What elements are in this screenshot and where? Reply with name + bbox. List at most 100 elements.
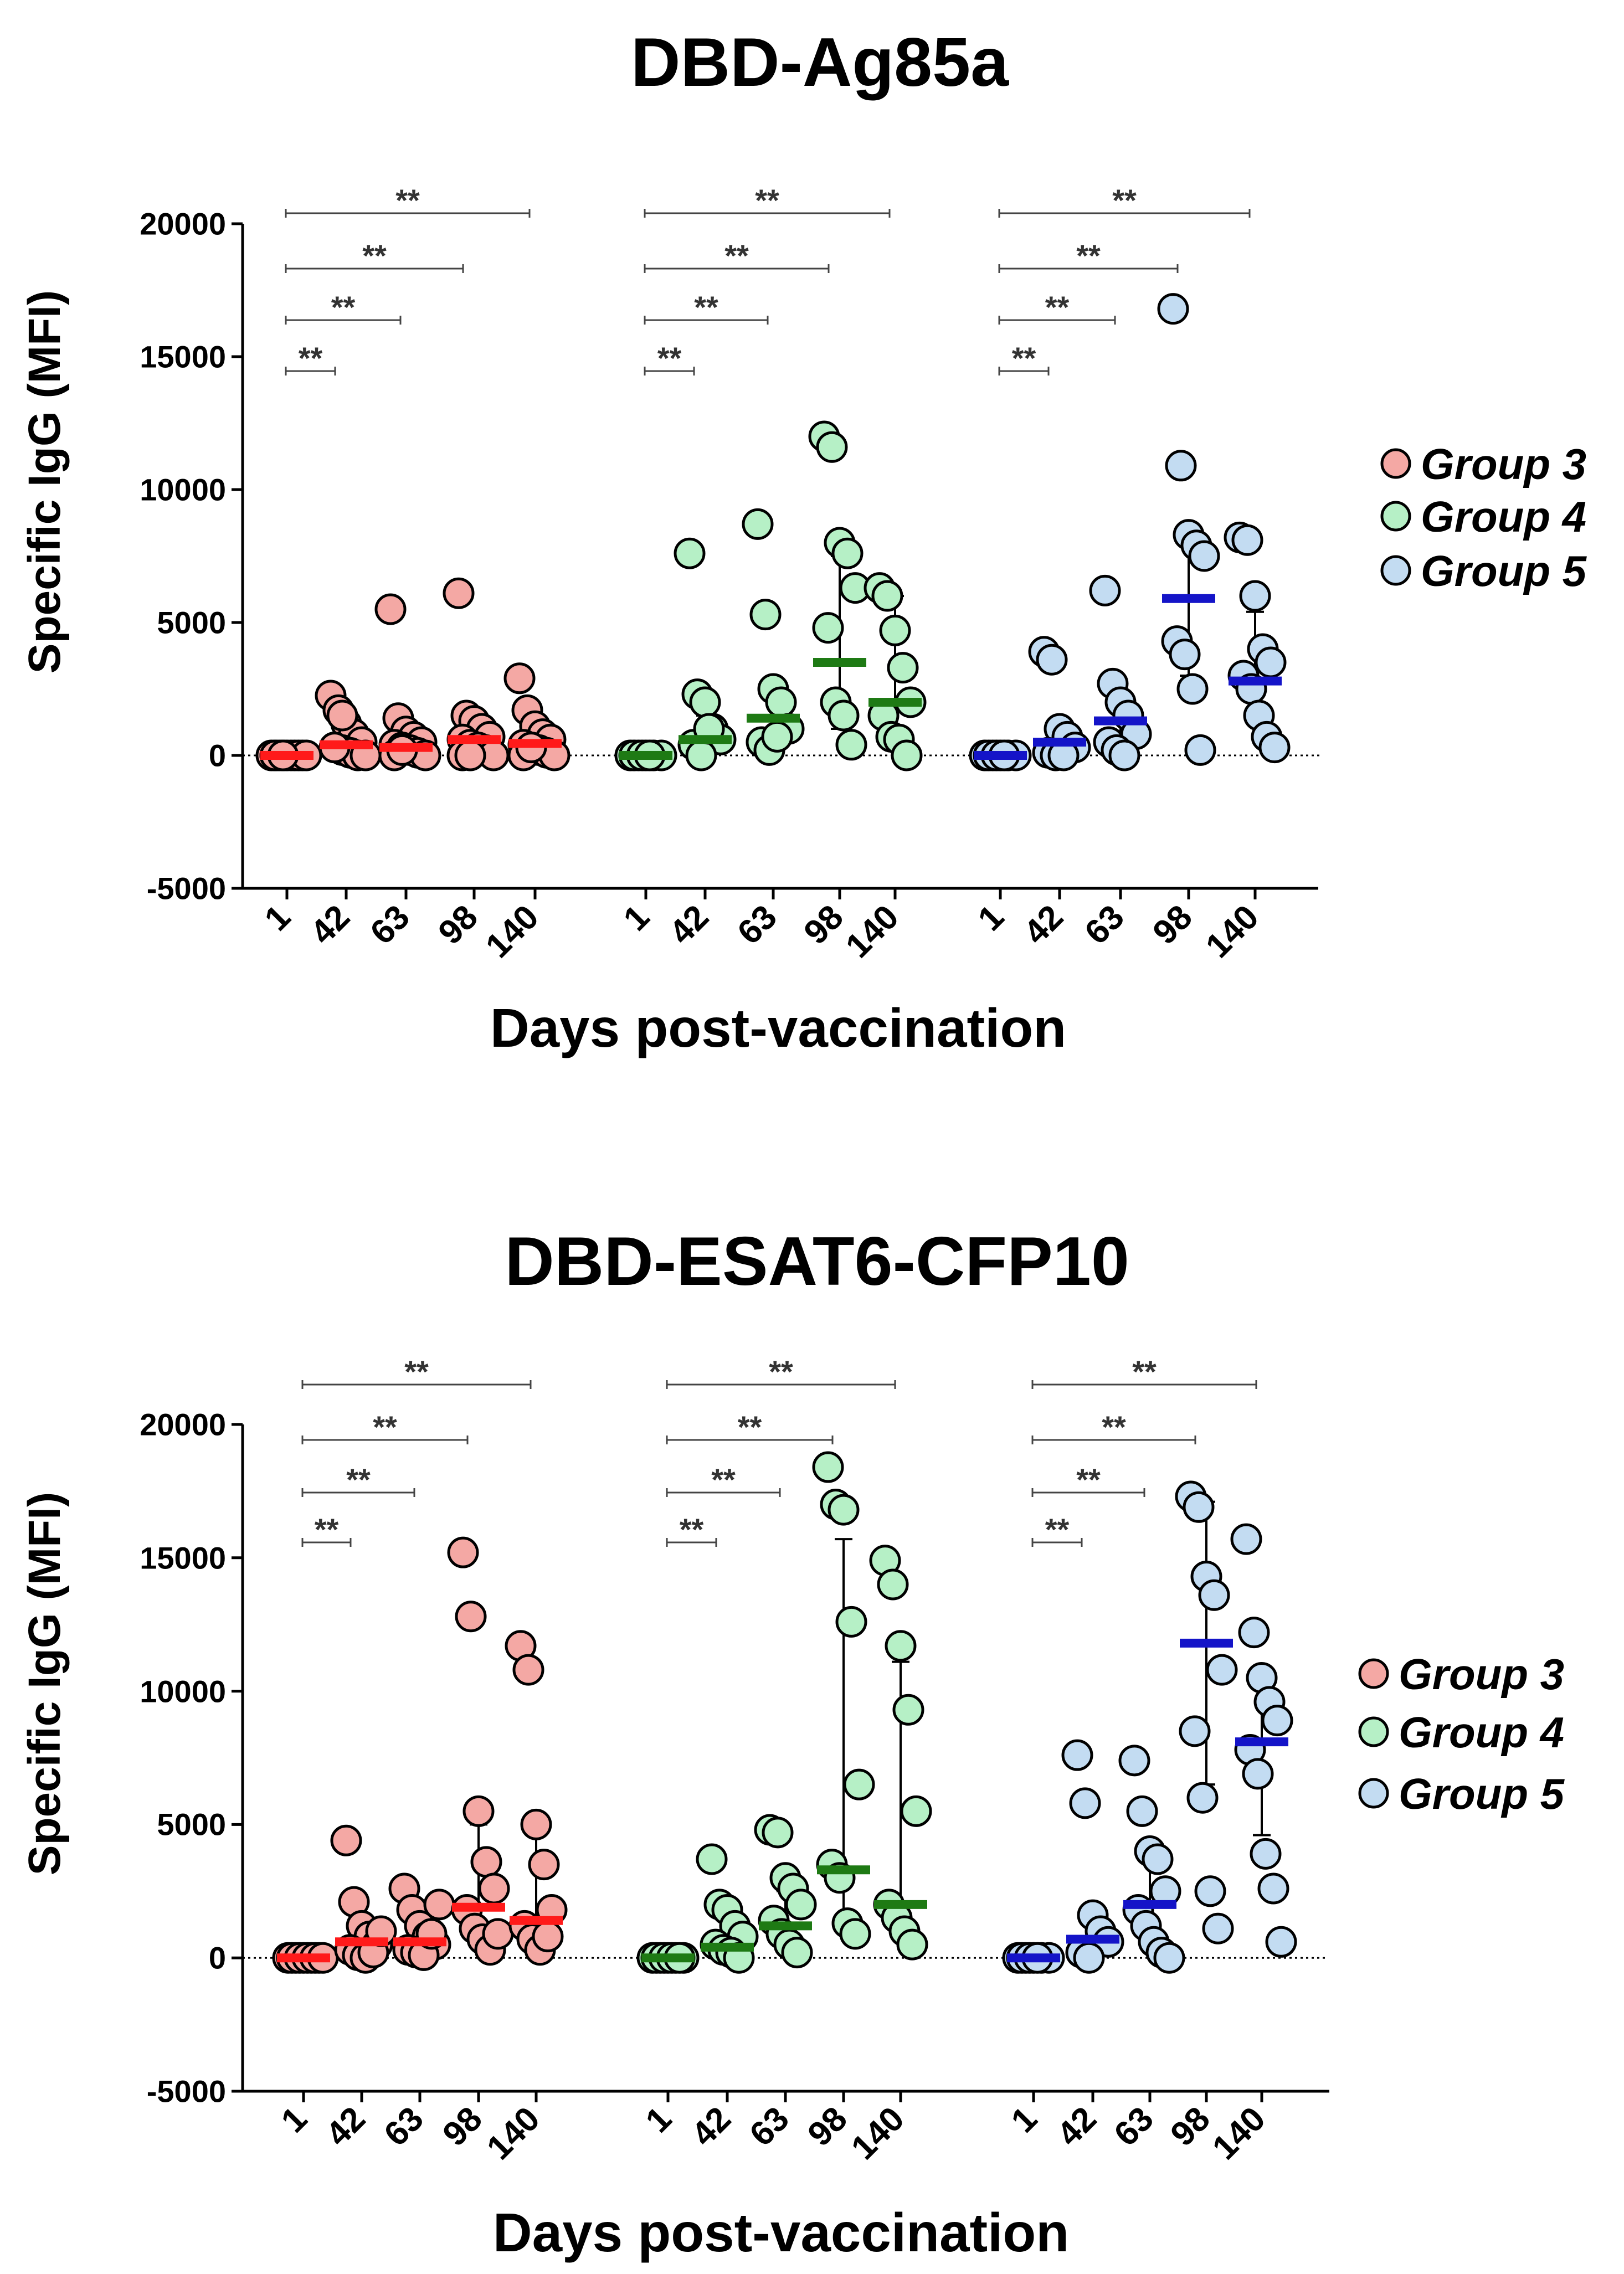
x-tick-label: 63 xyxy=(1077,898,1132,952)
data-point xyxy=(1036,644,1068,676)
data-point xyxy=(1108,739,1140,771)
x-tick-label: 1 xyxy=(616,898,657,938)
significance-label: ** xyxy=(657,341,682,375)
data-point xyxy=(1257,1872,1289,1905)
x-tick-label: 98 xyxy=(1145,898,1200,952)
legend-label: Group 3 xyxy=(1421,440,1586,488)
data-point xyxy=(1186,1782,1219,1814)
y-tick-label: 5000 xyxy=(157,605,226,640)
data-point xyxy=(812,1451,844,1483)
data-point xyxy=(478,1872,510,1905)
data-point xyxy=(879,614,911,646)
data-point xyxy=(330,1824,362,1856)
data-point xyxy=(877,1568,909,1601)
y-tick-label: 20000 xyxy=(140,207,226,241)
data-point xyxy=(685,739,717,771)
data-point xyxy=(843,1768,875,1800)
data-point xyxy=(462,1795,495,1827)
data-point xyxy=(1118,1745,1150,1777)
y-tick-label: 10000 xyxy=(140,1674,226,1709)
data-point xyxy=(1061,1739,1093,1771)
data-point xyxy=(520,1808,552,1840)
data-point xyxy=(1179,1715,1211,1747)
data-point xyxy=(455,1601,487,1633)
data-point xyxy=(761,721,793,753)
y-tick-label: 20000 xyxy=(140,1407,226,1442)
significance-label: ** xyxy=(1132,1354,1157,1389)
data-point xyxy=(900,1795,932,1827)
x-tick-label: 1 xyxy=(1004,2100,1045,2140)
y-axis-label: Specific IgG (MFI) xyxy=(19,290,70,673)
data-point xyxy=(1250,1838,1282,1870)
x-tick-label: 1 xyxy=(274,2100,315,2140)
legend-label: Group 5 xyxy=(1421,547,1587,595)
x-tick-label: 140 xyxy=(480,2100,547,2167)
data-point xyxy=(1258,732,1291,764)
y-tick-label: 0 xyxy=(209,738,226,773)
y-axis-label: Specific IgG (MFI) xyxy=(19,1492,70,1875)
significance-label: ** xyxy=(738,1409,762,1444)
y-tick-label: 5000 xyxy=(157,1807,226,1842)
significance-label: ** xyxy=(404,1354,429,1389)
x-tick-label: 98 xyxy=(796,898,851,952)
x-tick-label: 63 xyxy=(1107,2100,1161,2154)
chart-title: DBD-Ag85a xyxy=(631,24,1009,101)
data-point xyxy=(1188,540,1220,572)
chart-panel-ag85a: DBD-Ag85a Specific IgG (MFI) Days post-v… xyxy=(19,24,1587,1058)
x-tick-label: 98 xyxy=(800,2100,855,2154)
y-tick-label: 15000 xyxy=(140,1541,226,1576)
data-point xyxy=(374,593,407,625)
legend-marker-group-3 xyxy=(1380,448,1411,479)
x-tick-label: 98 xyxy=(431,898,485,952)
legend-marker-group-4 xyxy=(1380,501,1411,532)
legend-label: Group 5 xyxy=(1399,1769,1565,1818)
significance-label: ** xyxy=(362,238,387,273)
significance-label: ** xyxy=(711,1462,736,1497)
legend-label: Group 4 xyxy=(1421,492,1586,541)
y-ticks: 20000 15000 10000 5000 0 -5000 xyxy=(140,207,226,906)
x-tick-label: 98 xyxy=(435,2100,490,2154)
legend-label: Group 4 xyxy=(1399,1708,1564,1757)
x-tick-label: 42 xyxy=(684,2100,738,2154)
data-point xyxy=(749,599,782,631)
chart-title: DBD-ESAT6-CFP10 xyxy=(505,1223,1129,1300)
x-axis-label: Days post-vaccination xyxy=(493,2202,1069,2263)
legend: Group 3 Group 4 Group 5 xyxy=(1380,440,1587,595)
significance-label: ** xyxy=(1045,290,1070,325)
y-tick-label: -5000 xyxy=(147,2074,226,2109)
data-point xyxy=(871,580,903,612)
data-point xyxy=(896,1928,928,1961)
data-point xyxy=(1202,1912,1234,1944)
data-point xyxy=(1198,1579,1230,1611)
x-tick-label: 1 xyxy=(971,898,1011,938)
x-tick-label: 42 xyxy=(1050,2100,1104,2154)
data-point xyxy=(835,1606,867,1638)
significance-label: ** xyxy=(299,341,323,375)
y-tick-label: 15000 xyxy=(140,339,226,374)
data-point xyxy=(1184,734,1216,766)
x-tick-label: 42 xyxy=(1016,898,1071,952)
x-tick-label: 42 xyxy=(303,898,357,952)
data-point xyxy=(1239,580,1271,612)
significance-label: ** xyxy=(1076,238,1101,273)
x-tick-label: 63 xyxy=(363,898,417,952)
data-point xyxy=(532,1921,564,1953)
data-point xyxy=(1261,1705,1293,1737)
data-point xyxy=(423,1889,455,1921)
y-ticks: 20000 15000 10000 5000 0 -5000 xyxy=(140,1407,226,2109)
x-tick-label: 140 xyxy=(839,898,906,965)
data-point xyxy=(828,1494,860,1526)
data-point xyxy=(781,1937,813,1969)
data-point xyxy=(674,537,706,569)
data-point xyxy=(447,1536,479,1568)
data-point xyxy=(1169,639,1201,671)
significance-label: ** xyxy=(1112,183,1137,218)
data-point xyxy=(1242,1758,1274,1790)
significance-label: ** xyxy=(395,183,420,218)
x-tick-label: 1 xyxy=(258,898,298,938)
x-tick-label: 42 xyxy=(662,898,716,952)
data-point xyxy=(1194,1875,1226,1907)
y-tick-label: 0 xyxy=(209,1941,226,1975)
